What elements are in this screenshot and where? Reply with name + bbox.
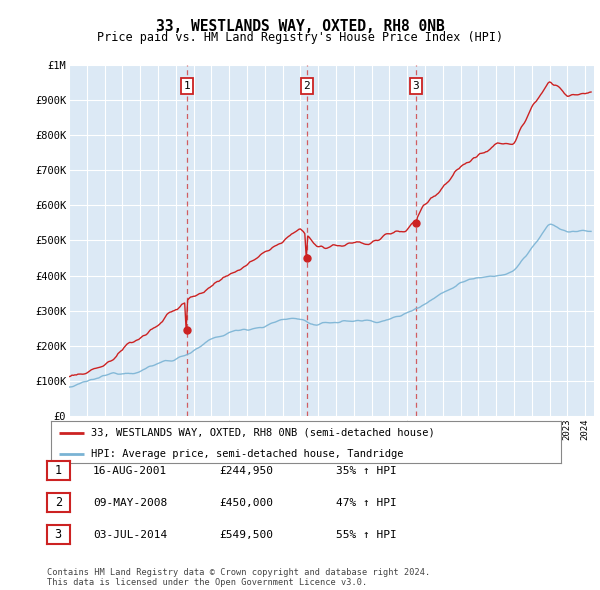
Text: 55% ↑ HPI: 55% ↑ HPI [336, 530, 397, 539]
Text: 1: 1 [184, 81, 190, 91]
Text: Price paid vs. HM Land Registry's House Price Index (HPI): Price paid vs. HM Land Registry's House … [97, 31, 503, 44]
Text: 2: 2 [304, 81, 310, 91]
Text: 16-AUG-2001: 16-AUG-2001 [93, 466, 167, 476]
Text: 3: 3 [413, 81, 419, 91]
Text: 2: 2 [55, 496, 62, 509]
Text: 1: 1 [55, 464, 62, 477]
Text: 3: 3 [55, 528, 62, 541]
Text: £450,000: £450,000 [219, 498, 273, 507]
Text: 09-MAY-2008: 09-MAY-2008 [93, 498, 167, 507]
Text: 47% ↑ HPI: 47% ↑ HPI [336, 498, 397, 507]
Text: 33, WESTLANDS WAY, OXTED, RH8 0NB (semi-detached house): 33, WESTLANDS WAY, OXTED, RH8 0NB (semi-… [91, 428, 434, 438]
Text: 33, WESTLANDS WAY, OXTED, RH8 0NB: 33, WESTLANDS WAY, OXTED, RH8 0NB [155, 19, 445, 34]
Text: £244,950: £244,950 [219, 466, 273, 476]
Text: £549,500: £549,500 [219, 530, 273, 539]
Text: HPI: Average price, semi-detached house, Tandridge: HPI: Average price, semi-detached house,… [91, 449, 403, 459]
Text: Contains HM Land Registry data © Crown copyright and database right 2024.
This d: Contains HM Land Registry data © Crown c… [47, 568, 430, 587]
Text: 35% ↑ HPI: 35% ↑ HPI [336, 466, 397, 476]
Text: 03-JUL-2014: 03-JUL-2014 [93, 530, 167, 539]
